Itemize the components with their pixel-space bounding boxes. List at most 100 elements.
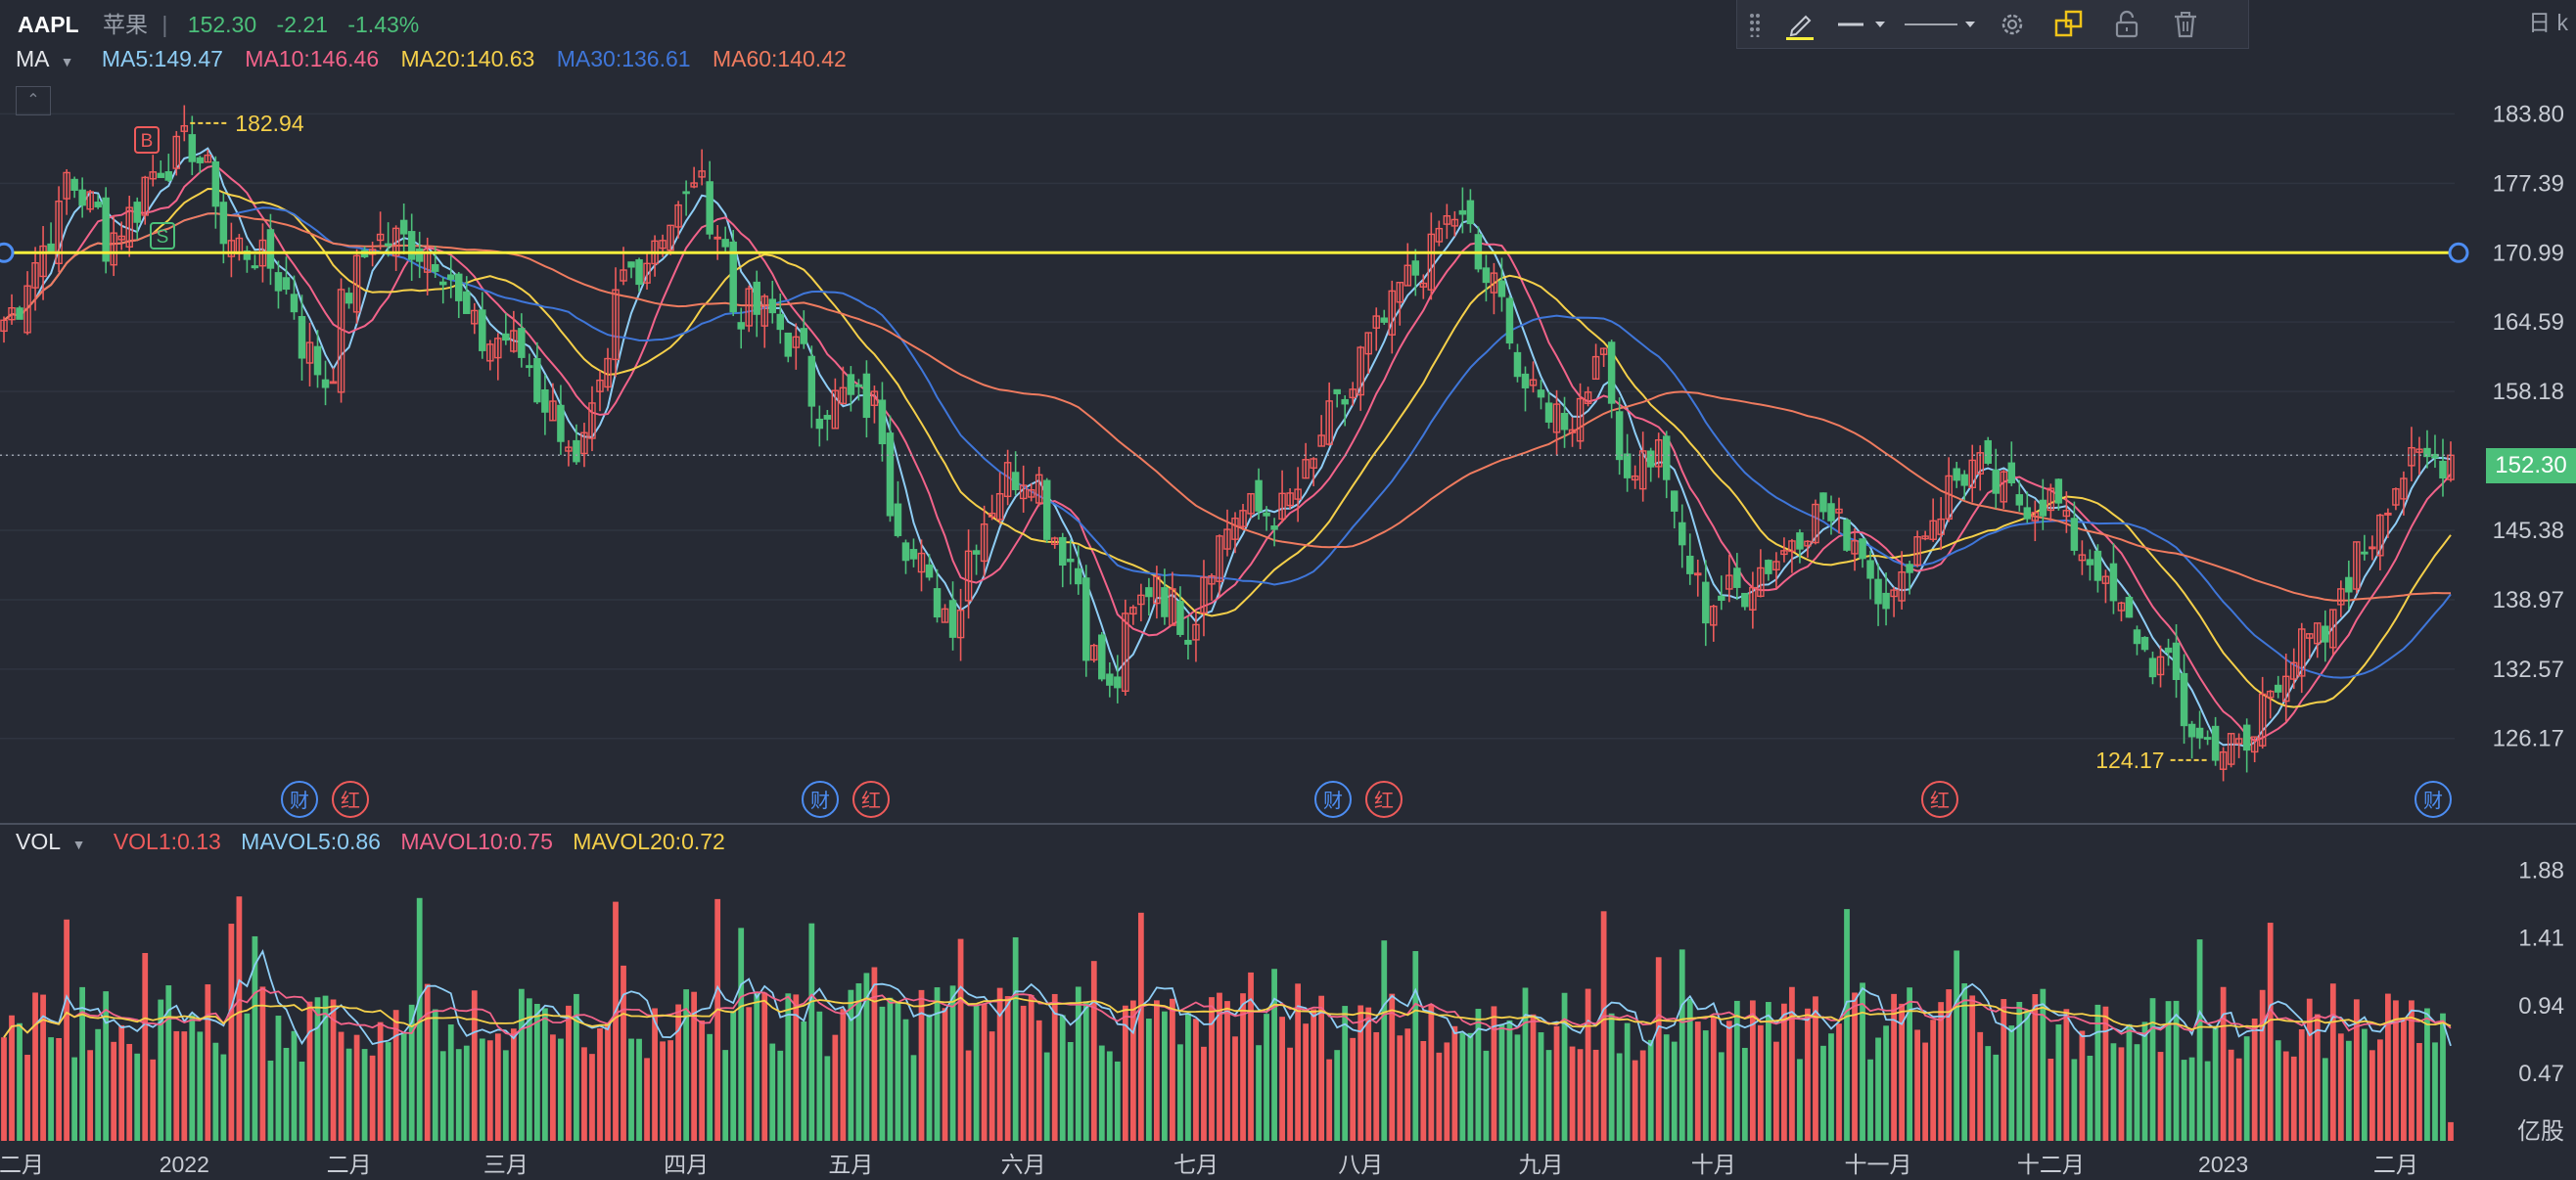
candle: [2415, 448, 2423, 453]
volume-bar: [1647, 1039, 1654, 1141]
price-change-pct: -1.43%: [347, 12, 420, 37]
chevron-down-icon: ▼: [60, 54, 74, 69]
volume-bar: [1530, 1014, 1537, 1141]
layers-icon[interactable]: [2041, 0, 2097, 49]
candle: [745, 288, 753, 327]
candle: [1270, 525, 1278, 530]
volume-bar: [1114, 1061, 1121, 1141]
volume-bar: [1922, 1042, 1929, 1141]
earnings-marker[interactable]: 财: [2415, 781, 2452, 818]
event-circle: [1314, 781, 1352, 818]
candle: [815, 418, 824, 430]
volume-bar: [299, 1062, 305, 1141]
volume-bar: [24, 1055, 30, 1141]
candle: [1560, 412, 1569, 431]
candle: [1302, 459, 1310, 479]
volume-bar: [173, 1030, 180, 1141]
candle: [502, 333, 510, 341]
dividend-marker[interactable]: 红: [1921, 781, 1958, 818]
dividend-marker[interactable]: 红: [332, 781, 369, 818]
volume-bar: [1624, 1022, 1631, 1141]
collapse-legend-button[interactable]: ⌃: [16, 86, 51, 115]
volume-bar: [1852, 992, 1858, 1141]
volume-bar: [1412, 951, 1419, 1141]
candle: [1050, 537, 1059, 546]
dividend-marker[interactable]: 红: [1365, 781, 1403, 818]
volume-bar: [2409, 1000, 2415, 1141]
earnings-marker[interactable]: 财: [802, 781, 839, 818]
drag-handle-icon[interactable]: [1737, 0, 1772, 49]
volume-bar: [824, 1056, 831, 1141]
volume-bar: [1702, 1030, 1709, 1141]
candle: [737, 322, 745, 330]
candle: [1372, 315, 1380, 329]
candle: [2117, 602, 2126, 612]
event-markers[interactable]: 财红财红财红红财: [281, 781, 2452, 818]
line-style-icon[interactable]: [1827, 0, 1896, 49]
candle: [1772, 561, 1780, 571]
ma-indicator-selector[interactable]: MA ▼: [16, 46, 80, 71]
event-label: 红: [861, 789, 881, 812]
candle: [886, 432, 895, 517]
dividend-marker[interactable]: 红: [852, 781, 890, 818]
gear-icon[interactable]: [1984, 0, 2041, 49]
volume-bar: [2024, 1010, 2031, 1141]
candle: [2062, 510, 2071, 518]
time-tick-label: 八月: [1338, 1152, 1383, 1177]
volume-bar: [605, 1022, 611, 1141]
volume-bar: [1365, 1007, 1372, 1141]
volume-tick-label: 1.41: [2518, 926, 2564, 952]
candle: [768, 298, 777, 314]
volume-bar: [589, 1054, 595, 1141]
volume-bar: [2071, 1059, 2078, 1141]
volume-bar: [392, 1010, 399, 1141]
candle: [1529, 379, 1538, 386]
candle: [2039, 499, 2047, 517]
time-axis: 二月 2022 二月 三月 四月 五月 六月 七月 八月 九月 十月 十一月 十二月 2023 二月: [0, 1152, 2418, 1177]
candle: [352, 254, 361, 313]
candle: [1788, 540, 1796, 553]
earnings-marker[interactable]: 财: [281, 781, 318, 818]
lock-icon[interactable]: [2097, 0, 2156, 49]
volume-bar: [2345, 1040, 2352, 1141]
moving-average-lines: [3, 147, 2452, 749]
volume-bar: [518, 988, 525, 1141]
candle: [596, 379, 604, 392]
candle: [1882, 592, 1890, 610]
candle: [2369, 546, 2376, 550]
pencil-icon[interactable]: [1772, 0, 1827, 49]
candle: [1843, 520, 1851, 551]
volume-bar: [777, 1050, 784, 1141]
volume-bar: [1224, 1001, 1230, 1141]
volume-bar: [683, 989, 690, 1141]
candle: [729, 241, 737, 313]
candle: [1466, 200, 1475, 225]
ma30-value: MA30:136.61: [556, 46, 691, 71]
vol-indicator-selector[interactable]: VOL ▼: [16, 829, 92, 854]
candle: [266, 229, 275, 269]
volume-bar: [2047, 1058, 2054, 1141]
volume-bar: [2298, 1028, 2305, 1141]
trash-icon[interactable]: [2156, 0, 2215, 49]
candle: [549, 400, 557, 422]
horizontal-line-drawing[interactable]: [0, 242, 2469, 263]
price-tick-label: 177.39: [2493, 170, 2564, 197]
candle: [1114, 676, 1122, 689]
line-handle-right[interactable]: [2448, 242, 2469, 263]
line-width-icon[interactable]: [1896, 0, 1984, 49]
candle: [1341, 398, 1349, 405]
volume-bar: [1875, 1037, 1881, 1141]
candle: [1458, 209, 1467, 215]
candle: [494, 338, 502, 359]
volume-bar: [197, 1031, 204, 1141]
period-selector[interactable]: 日 k: [2528, 4, 2568, 37]
line-handle-left[interactable]: [0, 242, 15, 263]
event-label: 财: [2423, 789, 2443, 812]
candle: [2227, 733, 2235, 765]
time-tick-label: 十二月: [2017, 1152, 2085, 1177]
volume-bar: [283, 1047, 290, 1141]
candle: [1419, 282, 1428, 288]
last-price: 152.30: [187, 12, 257, 37]
earnings-marker[interactable]: 财: [1314, 781, 1352, 818]
